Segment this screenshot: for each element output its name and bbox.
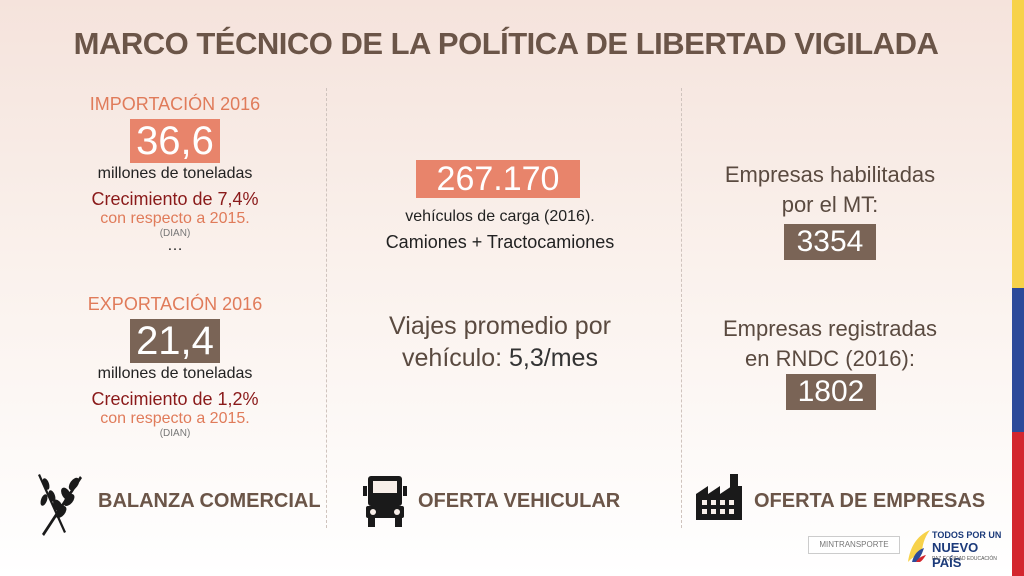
column-divider-1 (326, 88, 327, 528)
section-trade: BALANZA COMERCIAL (98, 490, 321, 512)
import-unit: millones de toneladas (97, 165, 253, 182)
vehicles-value: 267.170 (416, 160, 580, 198)
enabled-block: Empresas habilitadas por el MT: (690, 160, 970, 220)
export-growth: Crecimiento de 1,2% (91, 389, 259, 409)
mintransporte-logo: MINTRANSPORTE (808, 536, 900, 554)
trips-line1: Viajes promedio por (389, 312, 611, 340)
trips-value: 5,3/mes (509, 344, 598, 372)
vehicles-types: Camiones + Tractocamiones (385, 232, 615, 252)
import-label: IMPORTACIÓN 2016 (89, 94, 261, 114)
section-companies: OFERTA DE EMPRESAS (754, 490, 986, 512)
export-block: EXPORTACIÓN 2016 21,4 millones de tonela… (60, 294, 290, 439)
export-source: (DIAN) (159, 428, 191, 439)
registered-line1: Empresas registradas (723, 316, 937, 341)
slogan-line3: PAZ EQUIDAD EDUCACIÓN (932, 556, 997, 562)
trips-line2-label: vehículo: (402, 344, 510, 372)
registered-line2: en RNDC (2016): (745, 346, 915, 371)
column-divider-2 (681, 88, 682, 528)
import-value: 36,6 (130, 119, 220, 163)
registered-block: Empresas registradas en RNDC (2016): (690, 314, 970, 374)
ministry-text: MINTRANSPORTE (819, 540, 889, 549)
import-source: (DIAN) (159, 228, 191, 239)
truck-icon (363, 476, 407, 527)
export-unit: millones de toneladas (97, 365, 253, 382)
colombia-bird-icon (908, 530, 930, 562)
section-vehicle: OFERTA VEHICULAR (418, 490, 621, 512)
enabled-line2: por el MT: (781, 192, 879, 217)
wheat-icon (38, 474, 82, 536)
slogan-line1: TODOS POR UN (932, 530, 1002, 540)
slogan-line2: NUEVO PAÍS (932, 540, 979, 570)
trips-line2: vehículo: 5,3/mes (340, 342, 660, 374)
todos-por-un-nuevo-pais-logo: TODOS POR UN NUEVO PAÍS PAZ EQUIDAD EDUC… (906, 526, 1002, 570)
import-growth: Crecimiento de 7,4% (91, 189, 259, 209)
slide-title: MARCO TÉCNICO DE LA POLÍTICA DE LIBERTAD… (73, 26, 939, 61)
export-value: 21,4 (130, 319, 220, 363)
vehicles-desc: vehículos de carga (2016). (405, 208, 595, 225)
export-label: EXPORTACIÓN 2016 (87, 294, 263, 314)
trips-block: Viajes promedio por vehículo: 5,3/mes (340, 310, 660, 374)
factory-icon (696, 474, 742, 520)
import-respect: con respecto a 2015. (100, 210, 250, 227)
enabled-line1: Empresas habilitadas (724, 162, 936, 187)
enabled-value: 3354 (784, 224, 876, 260)
import-block: IMPORTACIÓN 2016 36,6 millones de tonela… (60, 94, 290, 254)
colombia-flag-stripe (1012, 0, 1024, 576)
export-respect: con respecto a 2015. (100, 410, 250, 427)
registered-value: 1802 (786, 374, 876, 410)
ellipsis: … (167, 237, 183, 254)
